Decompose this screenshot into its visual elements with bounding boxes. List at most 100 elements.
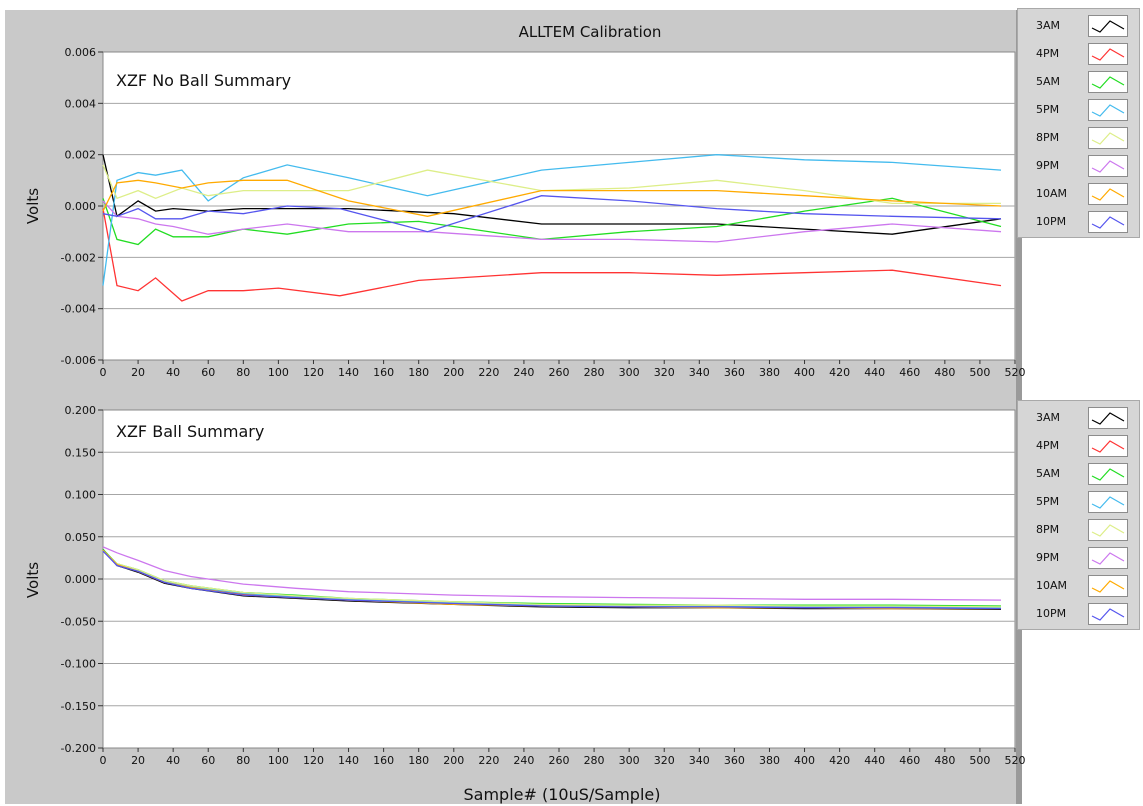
y-axis-title: Volts bbox=[24, 188, 42, 224]
legend-swatch-line bbox=[1091, 552, 1125, 565]
legend-swatch bbox=[1088, 575, 1128, 597]
legend-swatch-line bbox=[1091, 496, 1125, 509]
legend-label: 5PM bbox=[1036, 103, 1060, 116]
x-tick-label: 120 bbox=[303, 366, 324, 379]
legend-item-5pm: 5PM bbox=[1018, 489, 1141, 517]
legend-swatch-line bbox=[1091, 440, 1125, 453]
x-tick-label: 320 bbox=[654, 754, 675, 767]
y-tick-label: -0.150 bbox=[61, 700, 96, 713]
x-tick-label: 340 bbox=[689, 754, 710, 767]
y-axis-ticks: -0.006 -0.004 -0.002 0.000 0.002 0.004 0.006 bbox=[61, 46, 103, 367]
legend-label: 5PM bbox=[1036, 495, 1060, 508]
x-tick-label: 500 bbox=[969, 366, 990, 379]
x-tick-label: 200 bbox=[443, 366, 464, 379]
legend-swatch-line bbox=[1091, 160, 1125, 173]
x-tick-label: 40 bbox=[166, 754, 180, 767]
legend-label: 10PM bbox=[1036, 215, 1067, 228]
series-line-5pm bbox=[102, 550, 1002, 609]
y-tick-label: -0.006 bbox=[61, 354, 96, 367]
legend-swatch-line bbox=[1091, 580, 1125, 593]
x-tick-label: 360 bbox=[724, 754, 745, 767]
legend-swatch bbox=[1088, 71, 1128, 93]
series-line-3am bbox=[102, 154, 1002, 235]
y-tick-label: -0.100 bbox=[61, 658, 96, 671]
legend-swatch bbox=[1088, 407, 1128, 429]
y-tick-label: 0.150 bbox=[65, 446, 97, 459]
legend-swatch-line bbox=[1091, 104, 1125, 117]
legend-item-5pm: 5PM bbox=[1018, 97, 1141, 125]
y-tick-label: -0.002 bbox=[61, 251, 96, 264]
x-tick-label: 160 bbox=[373, 366, 394, 379]
ball-chart: -0.200 -0.150 -0.100 -0.050 0.000 0.050 0.100 0… bbox=[24, 404, 1026, 767]
legend-swatch bbox=[1088, 519, 1128, 541]
x-tick-label: 160 bbox=[373, 754, 394, 767]
x-tick-label: 480 bbox=[934, 754, 955, 767]
series-line-9pm bbox=[102, 546, 1002, 601]
legend-swatch-line bbox=[1091, 20, 1125, 33]
legend-swatch bbox=[1088, 99, 1128, 121]
x-tick-label: 240 bbox=[513, 754, 534, 767]
x-tick-label: 80 bbox=[236, 366, 250, 379]
legend-swatch-line bbox=[1091, 216, 1125, 229]
x-tick-label: 220 bbox=[478, 754, 499, 767]
x-tick-label: 80 bbox=[236, 754, 250, 767]
legend-swatch bbox=[1088, 183, 1128, 205]
x-tick-label: 440 bbox=[864, 754, 885, 767]
legend-label: 8PM bbox=[1036, 131, 1060, 144]
legend-item-10pm: 10PM bbox=[1018, 209, 1141, 237]
x-tick-label: 280 bbox=[584, 366, 605, 379]
legend-swatch bbox=[1088, 127, 1128, 149]
legend-label: 3AM bbox=[1036, 19, 1061, 32]
series-line-10pm bbox=[102, 550, 1002, 610]
legend-label: 8PM bbox=[1036, 523, 1060, 536]
legend-label: 3AM bbox=[1036, 411, 1061, 424]
x-tick-label: 300 bbox=[619, 754, 640, 767]
legend-item-3am: 3AM bbox=[1018, 13, 1141, 41]
x-tick-label: 220 bbox=[478, 366, 499, 379]
legend-bottom: 3AM 4PM 5AM 5PM 8PM 9PM 10AM 10PM bbox=[1017, 400, 1140, 630]
series-line-4pm bbox=[102, 208, 1002, 302]
legend-top: 3AM 4PM 5AM 5PM 8PM 9PM 10AM 10PM bbox=[1017, 8, 1140, 238]
x-tick-label: 480 bbox=[934, 366, 955, 379]
legend-label: 9PM bbox=[1036, 159, 1060, 172]
legend-item-4pm: 4PM bbox=[1018, 433, 1141, 461]
x-tick-label: 20 bbox=[131, 754, 145, 767]
x-tick-label: 260 bbox=[549, 754, 570, 767]
y-tick-label: -0.004 bbox=[61, 303, 96, 316]
y-tick-label: 0.050 bbox=[65, 531, 97, 544]
legend-label: 10AM bbox=[1036, 579, 1068, 592]
y-tick-label: 0.004 bbox=[65, 97, 97, 110]
legend-swatch bbox=[1088, 15, 1128, 37]
x-axis-title: Sample# (10uS/Sample) bbox=[463, 785, 660, 804]
legend-swatch-line bbox=[1091, 468, 1125, 481]
x-tick-label: 60 bbox=[201, 754, 215, 767]
legend-label: 4PM bbox=[1036, 439, 1060, 452]
x-tick-label: 340 bbox=[689, 366, 710, 379]
grid-lines bbox=[103, 102, 1015, 310]
x-tick-label: 520 bbox=[1005, 366, 1026, 379]
legend-swatch-line bbox=[1091, 524, 1125, 537]
legend-swatch bbox=[1088, 463, 1128, 485]
y-tick-label: -0.200 bbox=[61, 742, 96, 755]
x-tick-label: 280 bbox=[584, 754, 605, 767]
x-tick-label: 180 bbox=[408, 366, 429, 379]
x-tick-label: 0 bbox=[100, 366, 107, 379]
x-tick-label: 500 bbox=[969, 754, 990, 767]
series-layer bbox=[102, 546, 1002, 611]
x-tick-label: 100 bbox=[268, 366, 289, 379]
no-ball-chart: -0.006 -0.004 -0.002 0.000 0.002 0.004 0.006 0… bbox=[24, 46, 1026, 379]
x-tick-label: 180 bbox=[408, 754, 429, 767]
x-tick-label: 380 bbox=[759, 366, 780, 379]
series-line-10am bbox=[102, 179, 1002, 217]
legend-item-10pm: 10PM bbox=[1018, 601, 1141, 629]
grid-lines bbox=[103, 451, 1015, 707]
y-tick-label: 0.100 bbox=[65, 489, 97, 502]
x-tick-label: 400 bbox=[794, 366, 815, 379]
x-tick-label: 320 bbox=[654, 366, 675, 379]
x-tick-label: 100 bbox=[268, 754, 289, 767]
x-tick-label: 0 bbox=[100, 754, 107, 767]
y-axis-title: Volts bbox=[24, 562, 42, 598]
legend-swatch-line bbox=[1091, 48, 1125, 61]
y-axis-ticks: -0.200 -0.150 -0.100 -0.050 0.000 0.050 0.100 0… bbox=[61, 404, 103, 755]
x-tick-label: 400 bbox=[794, 754, 815, 767]
